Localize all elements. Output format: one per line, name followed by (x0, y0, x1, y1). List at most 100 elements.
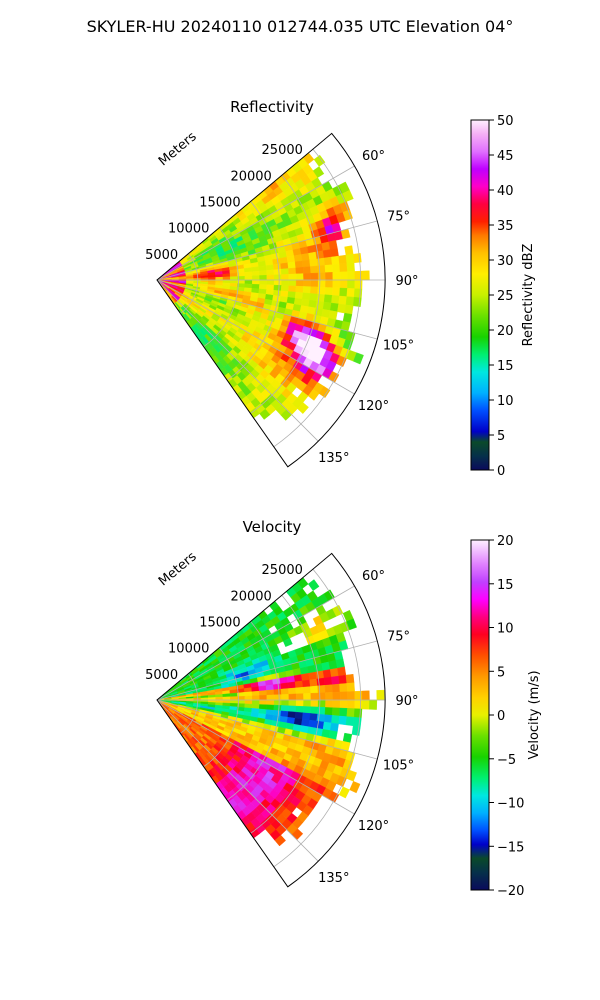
field-cell (222, 276, 231, 281)
colorbar-tick-label: 20 (497, 324, 514, 339)
field-cell (361, 690, 370, 701)
field-cell (325, 692, 334, 701)
field-cell (273, 284, 282, 292)
range-tick-label: 5000 (145, 668, 178, 683)
field-cell (310, 265, 319, 274)
field-cell (317, 706, 326, 715)
field-cell (323, 256, 333, 266)
field-cell (322, 669, 332, 679)
field-cell (266, 284, 275, 291)
field-cell (280, 682, 289, 690)
reflectivity-sector-outline (156, 132, 386, 468)
field-cell (316, 713, 326, 723)
field-cell (280, 285, 290, 292)
field-cell (281, 279, 290, 287)
reflectivity-colorbar-label: Reflectivity dBZ (521, 244, 536, 347)
field-cell (316, 293, 326, 303)
field-cell (353, 708, 363, 719)
range-tick-label: 20000 (230, 589, 271, 604)
field-cell (317, 286, 326, 295)
colorbar-tick-label: 25 (497, 289, 514, 304)
field-cell (244, 275, 253, 281)
field-cell (324, 287, 333, 296)
colorbar-tick-label: 35 (497, 219, 514, 234)
azimuth-spoke (156, 699, 319, 862)
field-cell (316, 677, 326, 687)
field-cell (273, 694, 282, 701)
field-cell (323, 676, 333, 686)
range-tick-label: 10000 (168, 642, 209, 657)
field-cell (301, 673, 310, 682)
range-tick-label: 25000 (262, 563, 303, 578)
colorbar-tick-label: 30 (497, 254, 514, 269)
field-cell (279, 676, 289, 684)
field-cell (331, 295, 340, 305)
field-cell (273, 704, 282, 712)
velocity-azimuth-ticks: 60° 75° 90° 105° 120° 135° (318, 569, 418, 886)
field-cell (258, 685, 267, 692)
field-cell (342, 209, 353, 221)
azimuth-tick-label: 105° (383, 339, 414, 354)
field-cell (325, 272, 334, 281)
field-cell (331, 255, 340, 265)
field-cell (338, 715, 348, 726)
field-cell (251, 686, 260, 692)
field-cell (229, 699, 238, 704)
field-cell (354, 690, 363, 701)
field-cell (324, 684, 333, 693)
field-cell (287, 261, 296, 269)
colorbar-tick-label: 15 (497, 359, 514, 374)
field-cell (331, 707, 341, 717)
azimuth-spoke (156, 640, 378, 701)
azimuth-spoke (156, 699, 378, 760)
colorbar-tick-label: −20 (497, 884, 524, 899)
velocity-sector-fill (157, 577, 385, 847)
field-cell (349, 781, 361, 794)
field-cell (346, 618, 357, 631)
field-cell (302, 706, 312, 714)
velocity-range-ticks: 5000 10000 15000 20000 25000 (145, 563, 303, 683)
field-cell (352, 716, 362, 728)
field-cell (288, 705, 297, 713)
azimuth-spoke (156, 699, 355, 815)
field-cell (307, 579, 320, 591)
field-cell (273, 279, 282, 286)
field-cell (329, 302, 339, 313)
azimuth-tick-label: 135° (318, 871, 349, 886)
field-cell (258, 270, 268, 276)
field-cell (303, 699, 312, 707)
field-cell (347, 279, 356, 289)
field-cell (251, 275, 260, 281)
field-cell (273, 268, 282, 276)
field-cell (354, 270, 363, 281)
field-cell (273, 263, 282, 271)
field-cell (345, 716, 355, 727)
field-cell (338, 786, 350, 799)
field-cell (259, 408, 271, 420)
field-cell (229, 692, 238, 698)
field-cell (317, 699, 326, 708)
range-tick-label: 15000 (199, 616, 240, 631)
field-cell (294, 260, 304, 269)
field-cell (302, 712, 311, 721)
field-cell (331, 263, 341, 273)
field-cell (331, 683, 341, 693)
field-cell (332, 699, 341, 709)
azimuth-spoke (156, 279, 355, 395)
field-cell (266, 704, 275, 711)
field-cell (329, 722, 339, 733)
field-cell (338, 674, 348, 685)
field-cell (266, 279, 275, 286)
field-cell (310, 286, 319, 295)
field-cell (353, 352, 364, 365)
field-cell (310, 685, 319, 694)
field-cell (288, 273, 297, 281)
field-cell (265, 684, 275, 691)
field-cell (309, 713, 318, 722)
azimuth-spoke (156, 279, 378, 340)
field-cell (308, 251, 318, 261)
reflectivity-colorbar: 0 5 10 15 20 25 30 35 40 45 50 Reflectivity dBZ (470, 114, 536, 479)
field-cell (339, 707, 348, 717)
field-cell (288, 285, 297, 293)
field-cell (288, 687, 297, 695)
